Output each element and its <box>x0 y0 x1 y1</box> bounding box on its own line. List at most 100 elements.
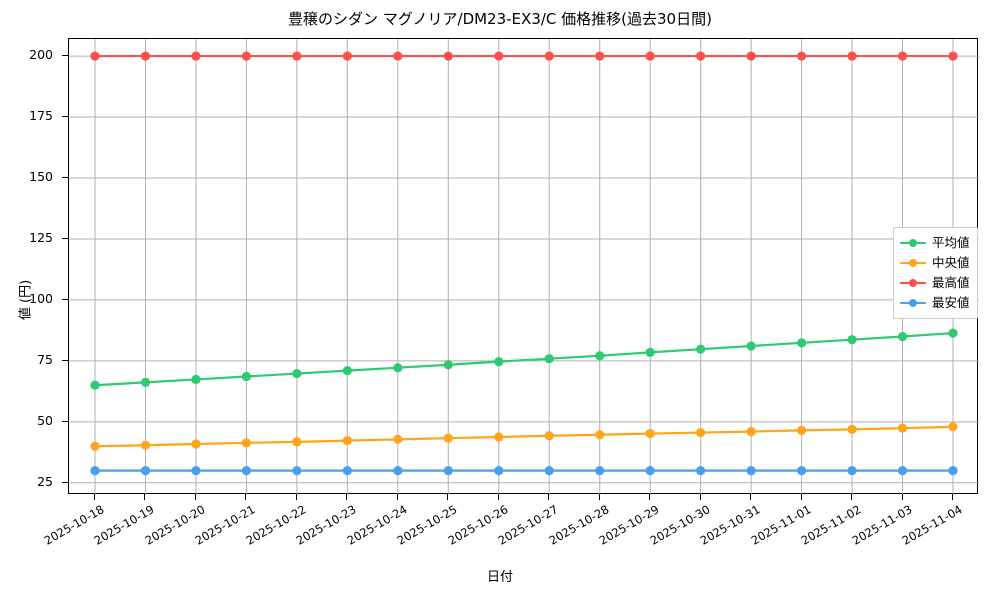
data-point-marker <box>191 374 201 385</box>
data-point-marker <box>746 341 756 351</box>
data-point-marker <box>948 422 958 432</box>
x-axis-tick-mark <box>598 494 600 500</box>
y-axis-tick-label: 50 <box>37 412 53 428</box>
x-axis-tick-mark <box>194 494 196 500</box>
data-point-marker <box>796 425 807 435</box>
x-axis-ticks: 2025-10-18 2025-10-19 2025-10-20 2025-10-21… <box>42 494 978 600</box>
legend-swatch-icon <box>900 276 926 290</box>
x-axis-tick-mark <box>447 494 449 500</box>
y-axis-tick-mark <box>62 420 68 422</box>
data-point-marker <box>342 366 352 376</box>
data-point-marker <box>847 466 857 476</box>
data-point-marker <box>544 354 554 364</box>
y-axis-tick-label: 125 <box>29 229 53 245</box>
data-point-marker <box>443 360 453 370</box>
legend-item[interactable]: 最安値 <box>900 293 970 313</box>
data-point-marker <box>645 347 655 357</box>
y-axis-tick-labels: 25 50 75 100 125 150 175 200 <box>0 38 68 494</box>
data-point-marker <box>494 466 504 476</box>
data-point-marker <box>393 434 403 445</box>
data-point-marker <box>90 441 100 451</box>
legend-label: 最安値 <box>932 295 970 310</box>
plot-svg <box>69 39 979 495</box>
series-markers <box>90 51 958 476</box>
data-point-marker <box>645 51 655 61</box>
x-axis-tick-mark <box>699 494 701 500</box>
y-axis-tick-label: 100 <box>29 290 53 306</box>
legend-label: 平均値 <box>932 235 970 250</box>
y-axis-tick-mark <box>62 237 68 239</box>
data-point-marker <box>544 51 554 61</box>
data-point-marker <box>897 423 908 433</box>
legend-swatch-icon <box>900 236 926 250</box>
data-point-marker <box>292 466 302 476</box>
legend-label: 中央値 <box>932 255 970 270</box>
data-point-marker <box>90 51 100 61</box>
y-axis-tick-label: 175 <box>29 108 53 124</box>
data-point-marker <box>746 51 756 61</box>
data-point-marker <box>393 363 403 373</box>
data-point-marker <box>494 432 504 442</box>
data-point-marker <box>393 466 403 476</box>
data-point-marker <box>494 51 504 61</box>
data-point-marker <box>796 338 807 348</box>
data-point-marker <box>696 51 706 61</box>
data-point-marker <box>443 466 453 476</box>
data-point-marker <box>645 466 655 476</box>
data-point-marker <box>645 428 655 439</box>
x-axis-tick-mark <box>94 494 95 500</box>
data-point-marker <box>443 433 453 443</box>
data-point-marker <box>241 466 252 476</box>
data-point-marker <box>393 51 403 61</box>
y-axis-tick-mark <box>62 359 68 361</box>
data-point-marker <box>191 466 201 476</box>
series-line <box>93 425 955 448</box>
y-axis-tick-mark <box>62 55 68 57</box>
x-axis-tick-mark <box>396 494 398 500</box>
data-point-marker <box>191 439 201 449</box>
series-lines <box>93 54 955 472</box>
data-point-marker <box>595 51 605 61</box>
data-point-marker <box>847 51 857 61</box>
data-point-marker <box>948 328 958 338</box>
data-point-marker <box>897 331 908 342</box>
y-axis-tick-label: 150 <box>29 168 53 184</box>
data-point-marker <box>595 351 605 361</box>
data-point-marker <box>140 377 151 387</box>
x-axis-tick-mark <box>497 494 499 500</box>
x-axis-tick-mark <box>144 494 146 500</box>
x-axis-tick-mark <box>952 494 953 500</box>
y-axis-tick-label: 25 <box>37 473 53 489</box>
legend-item[interactable]: 最高値 <box>900 273 970 293</box>
y-axis-tick-mark <box>62 116 68 118</box>
y-axis-tick-label: 75 <box>37 351 53 367</box>
legend-item[interactable]: 平均値 <box>900 233 970 253</box>
data-point-marker <box>292 51 302 61</box>
data-point-marker <box>241 438 252 448</box>
legend-label: 最高値 <box>932 275 970 290</box>
data-point-marker <box>140 51 151 61</box>
data-point-marker <box>696 427 706 438</box>
data-point-marker <box>544 431 554 441</box>
data-point-marker <box>90 380 100 390</box>
data-point-marker <box>897 51 908 61</box>
x-axis-tick-mark <box>295 494 297 500</box>
data-point-marker <box>847 424 857 435</box>
data-point-marker <box>494 357 504 367</box>
chart-title: 豊穣のシダン マグノリア/DM23-EX3/C 価格推移(過去30日間) <box>288 10 712 28</box>
x-axis-tick-mark <box>851 494 853 500</box>
x-axis-tick-mark <box>901 494 903 500</box>
data-point-marker <box>292 437 302 447</box>
legend-swatch-icon <box>900 256 926 270</box>
x-axis-tick-mark <box>346 494 348 500</box>
x-axis-title: 日付 <box>486 570 513 585</box>
legend-item[interactable]: 中央値 <box>900 253 970 273</box>
data-point-marker <box>948 466 958 476</box>
x-axis-tick-mark <box>245 494 247 500</box>
data-point-marker <box>746 466 756 476</box>
data-point-marker <box>342 466 352 476</box>
data-point-marker <box>241 51 252 61</box>
x-axis-tick-mark <box>548 494 550 500</box>
data-point-marker <box>443 51 453 61</box>
